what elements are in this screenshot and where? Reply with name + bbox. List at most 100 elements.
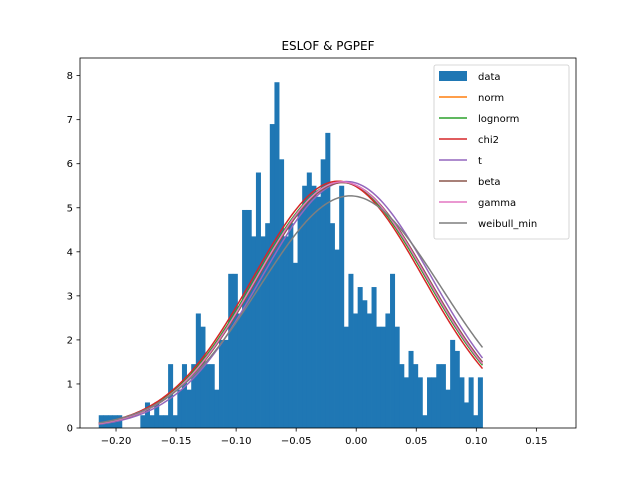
histogram-bar [431, 377, 437, 428]
histogram-bar [223, 339, 229, 428]
y-tick-label: 1 [67, 379, 73, 390]
legend-label: gamma [478, 198, 516, 209]
histogram-bar [209, 364, 215, 428]
histogram-bar [274, 82, 280, 428]
x-tick-label: 0.05 [405, 436, 427, 447]
legend-label: norm [478, 93, 504, 104]
histogram-bar [191, 364, 197, 428]
histogram-bar [371, 287, 377, 428]
histogram-bar [288, 223, 294, 428]
histogram-bar [181, 364, 187, 428]
histogram-bar [394, 326, 400, 428]
legend-swatch [439, 71, 467, 81]
histogram-bar [320, 159, 326, 428]
histogram-bar [237, 313, 243, 428]
histogram-bar [292, 262, 298, 428]
histogram-bar [362, 300, 368, 428]
histogram-bar [242, 209, 248, 428]
histogram-bar [436, 364, 442, 428]
y-tick-label: 7 [67, 115, 73, 126]
histogram-bar [265, 223, 271, 428]
y-tick-label: 8 [67, 71, 73, 82]
legend-label: beta [478, 177, 501, 188]
histogram-bar [200, 326, 206, 428]
histogram-bar [154, 402, 160, 428]
histogram-bar [390, 273, 396, 428]
histogram-bar [306, 172, 312, 428]
histogram-bar [477, 377, 483, 428]
histogram-bar [325, 132, 331, 428]
histogram-bar [283, 236, 289, 428]
histogram-bar [417, 377, 423, 428]
histogram-bar [140, 415, 146, 428]
histogram-bar [205, 364, 211, 428]
histogram-bar [163, 415, 169, 428]
histogram-bar [279, 159, 285, 428]
legend-label: chi2 [478, 135, 499, 146]
histogram-bar [468, 377, 474, 428]
fit-curves [98, 180, 484, 426]
y-tick-label: 2 [67, 335, 73, 346]
x-tick-label: 0.15 [525, 436, 547, 447]
histogram-bar [399, 364, 405, 428]
histogram-bar [149, 415, 155, 428]
y-tick-label: 5 [67, 203, 73, 214]
legend-label: weibull_min [478, 219, 537, 230]
x-tick-label: −0.15 [161, 436, 192, 447]
histogram-bar [408, 350, 414, 428]
legend: data norm lognorm chi2 t beta gamma weibull_min [433, 64, 570, 240]
histogram-bar [251, 236, 257, 428]
legend-label: data [478, 72, 501, 83]
fit-curve-chi2 [98, 180, 484, 424]
histogram-bar [343, 326, 349, 428]
x-tick-label: 0.10 [465, 436, 487, 447]
legend-label: lognorm [478, 114, 519, 125]
legend-box [433, 64, 570, 240]
histogram-bar [260, 236, 266, 428]
y-tick-label: 0 [67, 424, 73, 435]
fit-curve-weibull-min [98, 195, 484, 424]
histogram-bar [255, 172, 261, 428]
histogram-bar [177, 389, 183, 428]
histogram-bar [459, 377, 465, 428]
histogram-bar [302, 185, 308, 428]
histogram-bar [450, 339, 456, 428]
y-axis: 0 1 2 3 4 5 6 7 8 [67, 71, 80, 435]
histogram-bar [380, 326, 386, 428]
fit-curve-t [98, 180, 484, 426]
histogram-bar [357, 287, 363, 428]
histogram-bar [168, 364, 174, 428]
histogram-bar [440, 364, 446, 428]
histogram-bars [98, 82, 483, 428]
histogram-bar [464, 402, 470, 428]
histogram-bar [385, 313, 391, 428]
y-tick-label: 4 [67, 247, 73, 258]
histogram-bar [339, 185, 345, 428]
histogram-bar [348, 273, 354, 428]
histogram-bar [316, 196, 322, 428]
plot-area-frame [79, 57, 577, 429]
legend-label: t [478, 156, 482, 167]
histogram-bar [144, 402, 150, 428]
histogram-bar [117, 415, 123, 428]
histogram-bar [297, 209, 303, 428]
histogram-bar [218, 339, 224, 428]
histogram-bar [158, 415, 164, 428]
histogram-bar [427, 377, 433, 428]
y-tick-label: 6 [67, 159, 73, 170]
y-tick-label: 3 [67, 291, 73, 302]
x-tick-label: −0.20 [101, 436, 132, 447]
histogram-bar [98, 415, 104, 428]
histogram-bar [376, 326, 382, 428]
x-tick-label: −0.10 [221, 436, 252, 447]
histogram-bar [473, 415, 479, 428]
histogram-bar [214, 389, 220, 428]
histogram-bar [311, 185, 317, 428]
histogram-bar [334, 249, 340, 428]
histogram-bar [246, 209, 252, 428]
histogram-bar [403, 377, 409, 428]
histogram-bar [353, 313, 359, 428]
chart-title: ESLOF & PGPEF [281, 39, 374, 53]
histogram-bar [232, 273, 238, 428]
